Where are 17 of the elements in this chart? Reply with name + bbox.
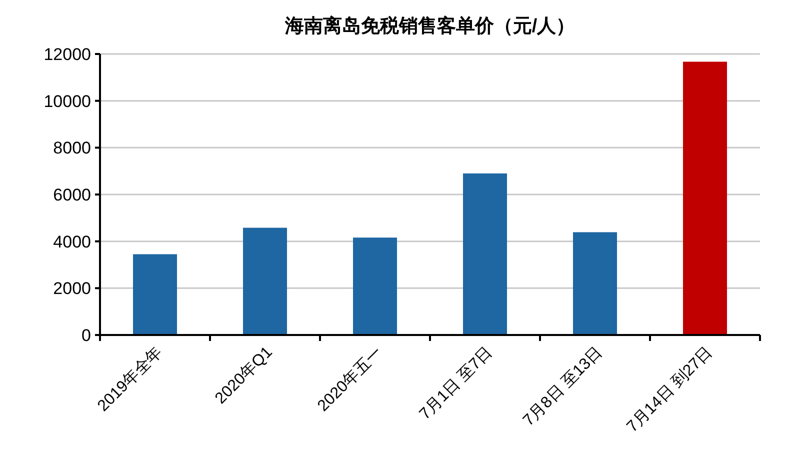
bar <box>573 232 617 335</box>
y-tick-label: 2000 <box>53 279 91 298</box>
bar <box>683 62 727 335</box>
chart-title: 海南离岛免税销售客单价（元/人） <box>284 15 576 37</box>
bar <box>133 254 177 335</box>
y-tick-label: 10000 <box>44 92 91 111</box>
x-tick-label: 7月14日 到27日 <box>624 344 716 436</box>
y-tick-label: 12000 <box>44 45 91 64</box>
bar <box>243 228 287 335</box>
y-tick-label: 0 <box>82 326 91 345</box>
x-tick-label: 7月1日 至7日 <box>416 344 496 424</box>
bar <box>353 238 397 335</box>
y-tick-label: 6000 <box>53 186 91 204</box>
x-tick-label: 7月8日 至13日 <box>520 344 606 430</box>
y-tick-label: 4000 <box>53 232 91 252</box>
bar <box>463 173 507 335</box>
y-tick-label: 8000 <box>53 138 91 158</box>
